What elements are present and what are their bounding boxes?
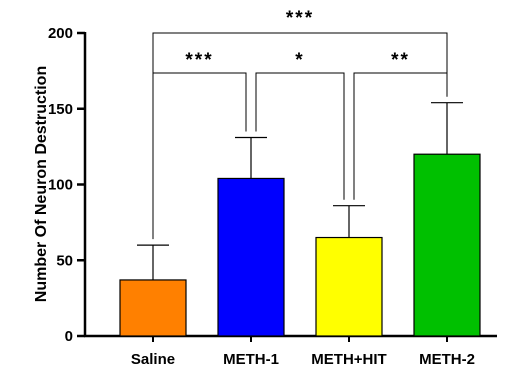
y-tick-label: 150 (48, 101, 73, 118)
y-tick-label: 100 (48, 177, 73, 194)
x-tick-label: METH-2 (419, 351, 475, 368)
significance-label: *** (286, 8, 314, 29)
y-tick-label: 200 (48, 25, 73, 42)
x-tick-label: METH+HIT (311, 351, 386, 368)
significance-label: * (295, 50, 304, 71)
bar (413, 153, 481, 337)
bar (119, 279, 187, 337)
x-tick-label: METH-1 (223, 351, 279, 368)
x-tick-label: Saline (131, 351, 175, 368)
significance-label: ** (391, 50, 410, 71)
bar (315, 236, 383, 337)
significance-bracket (353, 72, 448, 200)
significance-bracket (152, 72, 247, 240)
y-tick-label: 0 (65, 328, 73, 345)
y-axis-label: Number Of Neuron Destruction (33, 66, 50, 302)
significance-label: *** (185, 50, 213, 71)
significance-bracket (255, 72, 345, 200)
y-tick-label: 50 (56, 252, 73, 269)
bar (217, 177, 285, 337)
